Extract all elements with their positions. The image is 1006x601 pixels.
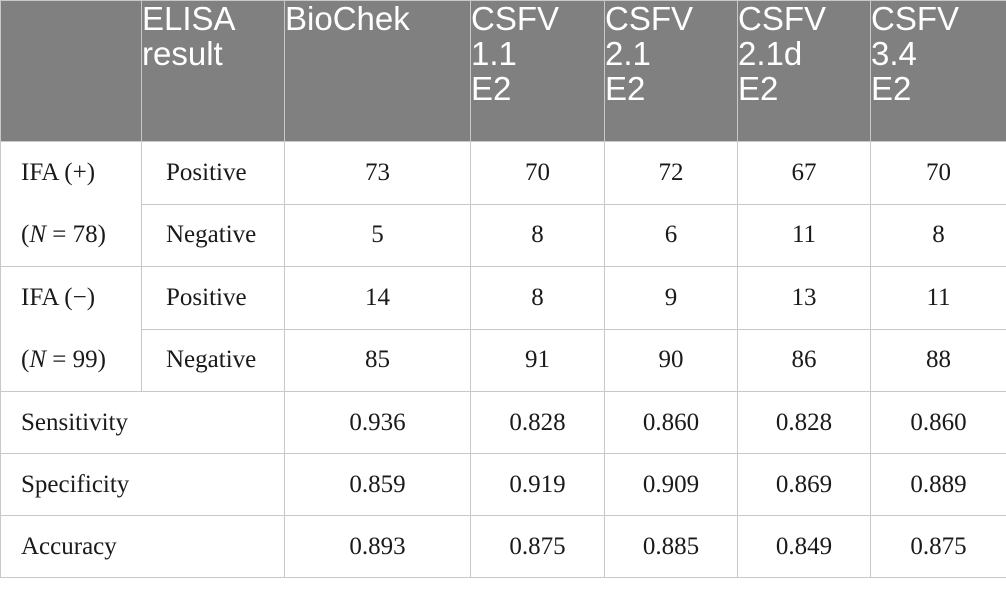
table-cell: 86 xyxy=(737,328,871,392)
result-label: Positive xyxy=(141,141,285,205)
header-line: BioChek xyxy=(285,0,410,37)
table-cell: 0.828 xyxy=(470,391,605,454)
table-cell: 0.919 xyxy=(470,453,605,516)
table-cell: 8 xyxy=(870,203,1006,267)
header-csfv-3-4-e2: CSFV 3.4 E2 xyxy=(870,0,1006,142)
results-table: ELISA result BioChek CSFV 1.1 E2 CSFV 2.… xyxy=(0,0,1006,578)
metric-row-specificity: Specificity 0.859 0.919 0.909 0.869 0.88… xyxy=(0,453,1006,516)
table-cell: 0.909 xyxy=(604,453,738,516)
table-row: Negative 85 91 90 86 88 xyxy=(1,328,1006,392)
header-line: CSFV xyxy=(738,0,827,37)
header-line: ELISA xyxy=(142,0,236,37)
table-cell: 13 xyxy=(737,266,871,330)
group-label-ifa-negative: IFA (−) (N = 99) xyxy=(0,266,142,392)
group-count-suffix: = 78) xyxy=(46,221,106,248)
group-label: IFA (−) xyxy=(21,284,96,311)
header-csfv-2-1d-e2: CSFV 2.1d E2 xyxy=(737,0,871,142)
table-cell: 0.860 xyxy=(604,391,738,454)
group-count-suffix: = 99) xyxy=(46,346,106,373)
header-csfv-2-1-e2: CSFV 2.1 E2 xyxy=(604,0,738,142)
table-cell: 14 xyxy=(284,266,471,330)
header-elisa-result: ELISA result xyxy=(141,0,285,142)
table-cell: 5 xyxy=(284,203,471,267)
table-cell: 72 xyxy=(604,141,738,205)
group-label: IFA (+) xyxy=(21,159,96,186)
table-cell: 73 xyxy=(284,141,471,205)
header-line: CSFV xyxy=(471,0,560,37)
header-line: result xyxy=(142,35,223,72)
group-count-variable: N xyxy=(29,346,47,373)
group-count-prefix: ( xyxy=(21,346,30,373)
group-count-variable: N xyxy=(29,221,47,248)
table-cell: 70 xyxy=(470,141,605,205)
header-line: E2 xyxy=(605,70,646,107)
table-cell: 9 xyxy=(604,266,738,330)
header-csfv-1-1-e2: CSFV 1.1 E2 xyxy=(470,0,605,142)
table-cell: 91 xyxy=(470,328,605,392)
header-line: 3.4 xyxy=(871,35,917,72)
result-label: Negative xyxy=(141,203,285,267)
group-count: (N = 99) xyxy=(21,329,141,391)
table-cell: 0.828 xyxy=(737,391,871,454)
group-count: (N = 78) xyxy=(21,204,141,266)
table-cell: 11 xyxy=(870,266,1006,330)
table-cell: 0.893 xyxy=(284,515,471,578)
table-cell: 11 xyxy=(737,203,871,267)
group-label-ifa-positive: IFA (+) (N = 78) xyxy=(0,141,142,267)
table-cell: 0.885 xyxy=(604,515,738,578)
table-cell: 0.936 xyxy=(284,391,471,454)
table-cell: 8 xyxy=(470,203,605,267)
metric-label: Specificity xyxy=(0,453,285,516)
table-row: Negative 5 8 6 11 8 xyxy=(1,203,1006,267)
header-corner-cell xyxy=(0,0,142,142)
header-line: CSFV xyxy=(871,0,960,37)
header-line: 2.1 xyxy=(605,35,651,72)
metric-row-accuracy: Accuracy 0.893 0.875 0.885 0.849 0.875 xyxy=(0,515,1006,578)
header-line: E2 xyxy=(738,70,779,107)
table-cell: 0.860 xyxy=(870,391,1006,454)
metric-label: Sensitivity xyxy=(0,391,285,454)
result-label: Positive xyxy=(141,266,285,330)
table-cell: 8 xyxy=(470,266,605,330)
table-cell: 0.859 xyxy=(284,453,471,516)
table-cell: 67 xyxy=(737,141,871,205)
header-line: CSFV xyxy=(605,0,694,37)
result-label: Negative xyxy=(141,328,285,392)
metric-label: Accuracy xyxy=(0,515,285,578)
header-line: E2 xyxy=(871,70,912,107)
metric-row-sensitivity: Sensitivity 0.936 0.828 0.860 0.828 0.86… xyxy=(0,391,1006,454)
table-cell: 88 xyxy=(870,328,1006,392)
header-line: E2 xyxy=(471,70,512,107)
table-cell: 70 xyxy=(870,141,1006,205)
table-cell: 0.869 xyxy=(737,453,871,516)
table-cell: 0.849 xyxy=(737,515,871,578)
group-count-prefix: ( xyxy=(21,221,30,248)
table-row: IFA (−) (N = 99) Positive 14 8 9 13 11 xyxy=(0,266,1006,392)
table-row: IFA (+) (N = 78) Positive 73 70 72 67 70 xyxy=(0,141,1006,267)
header-row: ELISA result BioChek CSFV 1.1 E2 CSFV 2.… xyxy=(0,0,1006,142)
header-line: 2.1d xyxy=(738,35,803,72)
table-cell: 0.875 xyxy=(470,515,605,578)
table-cell: 0.889 xyxy=(870,453,1006,516)
header-line: 1.1 xyxy=(471,35,517,72)
table-cell: 0.875 xyxy=(870,515,1006,578)
header-biochek: BioChek xyxy=(284,0,471,142)
table-cell: 85 xyxy=(284,328,471,392)
table-cell: 90 xyxy=(604,328,738,392)
table-cell: 6 xyxy=(604,203,738,267)
